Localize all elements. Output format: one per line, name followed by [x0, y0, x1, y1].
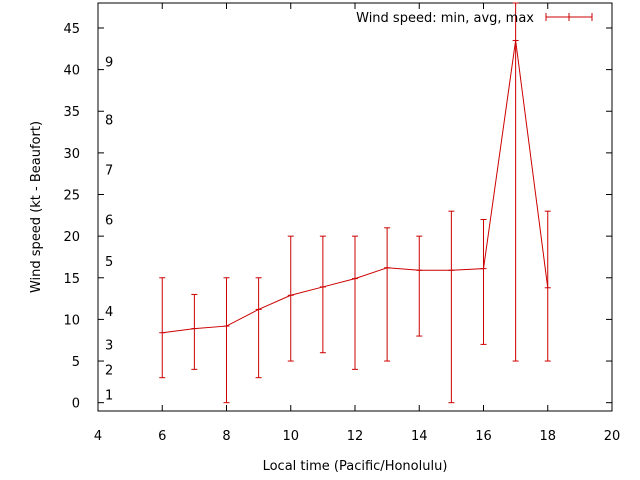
- beaufort-scale: 1 2 3 4 5 6 7 8 9: [105, 55, 113, 403]
- beaufort-label: 7: [105, 164, 113, 179]
- y-tick-label: 35: [63, 105, 80, 120]
- x-tick-label: 12: [347, 429, 364, 444]
- y-tick-label: 45: [63, 22, 80, 37]
- y-tick-label: 10: [63, 313, 80, 328]
- x-axis-label: Local time (Pacific/Honolulu): [263, 459, 448, 474]
- x-tick-label: 16: [475, 429, 492, 444]
- beaufort-label: 4: [105, 305, 113, 320]
- beaufort-label: 8: [105, 114, 113, 129]
- y-tick-label: 0: [72, 397, 80, 412]
- y-tick-label: 25: [63, 189, 80, 204]
- y-tick-label: 5: [72, 355, 80, 370]
- x-tick-label: 20: [604, 429, 621, 444]
- legend: Wind speed: min, avg, max: [356, 11, 593, 26]
- legend-label: Wind speed: min, avg, max: [356, 11, 534, 26]
- x-tick-label: 18: [539, 429, 556, 444]
- y-axis-label: Wind speed (kt - Beaufort): [29, 121, 44, 293]
- x-tick-label: 4: [94, 429, 102, 444]
- beaufort-label: 1: [105, 388, 113, 403]
- beaufort-label: 5: [105, 255, 113, 270]
- beaufort-label: 2: [105, 363, 113, 378]
- y-tick-label: 40: [63, 64, 80, 79]
- beaufort-label: 3: [105, 338, 113, 353]
- x-tick-label: 10: [282, 429, 299, 444]
- y-tick-label: 20: [63, 230, 80, 245]
- x-axis: 4 6 8 10 12 14 16 18 20: [94, 3, 620, 444]
- wind-speed-series: [159, 2, 551, 404]
- beaufort-label: 6: [105, 213, 113, 228]
- x-tick-label: 8: [222, 429, 230, 444]
- x-tick-label: 14: [411, 429, 428, 444]
- y-tick-label: 30: [63, 147, 80, 162]
- beaufort-label: 9: [105, 55, 113, 70]
- y-tick-label: 15: [63, 272, 80, 287]
- x-tick-label: 6: [158, 429, 166, 444]
